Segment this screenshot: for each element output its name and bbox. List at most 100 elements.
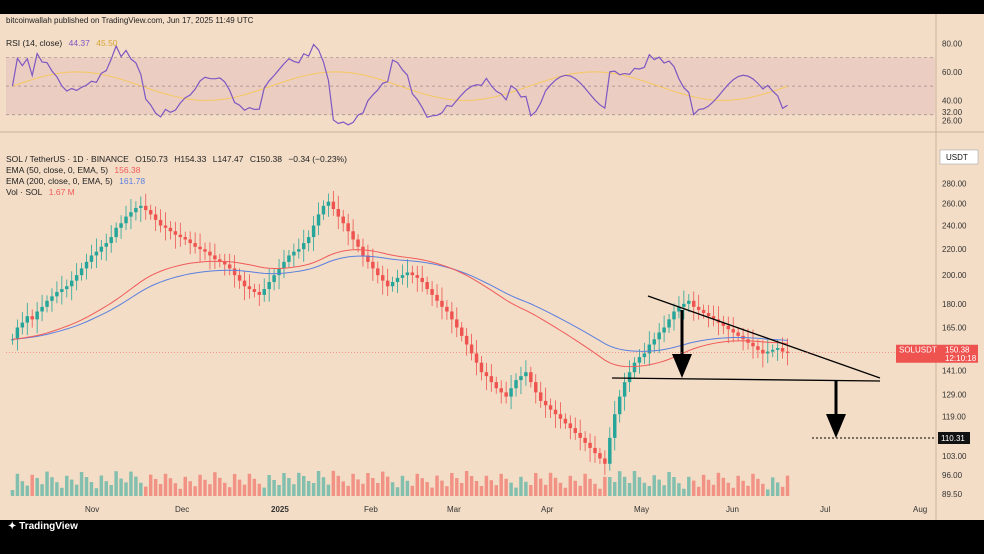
volume-bar xyxy=(598,488,602,496)
volume-bar xyxy=(692,480,696,496)
candle-body xyxy=(731,329,735,333)
candle-body xyxy=(573,428,577,433)
volume-bar xyxy=(484,475,489,496)
candle-body xyxy=(193,243,197,247)
rsi-tick-label: 80.00 xyxy=(942,39,963,48)
volume-bar xyxy=(203,479,207,496)
ema50-legend: EMA (50, close, 0, EMA, 5) 156.38 xyxy=(6,165,144,175)
last-price-value: 150.38 xyxy=(945,345,970,354)
volume-bar xyxy=(657,479,661,496)
volume-bar xyxy=(158,484,163,496)
volume-bar xyxy=(287,478,291,496)
volume-bar xyxy=(711,484,716,496)
volume-bar xyxy=(529,485,533,496)
candle-body xyxy=(65,286,69,290)
candle-body xyxy=(15,327,20,340)
candle-body xyxy=(139,205,143,208)
volume-bar xyxy=(543,484,548,496)
candle-body xyxy=(598,453,602,459)
volume-bar xyxy=(573,480,577,496)
candle-body xyxy=(445,306,449,312)
candle-body xyxy=(464,335,469,345)
volume-bar xyxy=(351,473,355,496)
volume-bar xyxy=(148,474,153,496)
price-tick-label: 165.00 xyxy=(942,323,967,332)
volume-bar xyxy=(687,476,691,496)
volume-bar xyxy=(696,486,701,496)
ema50-value: 156.38 xyxy=(114,165,141,175)
volume-bar xyxy=(445,486,449,496)
volume-bar xyxy=(519,476,523,496)
candle-body xyxy=(677,306,681,312)
candle-body xyxy=(770,349,775,352)
candle-body xyxy=(553,409,558,415)
currency-box xyxy=(939,149,979,165)
descending-trendline xyxy=(647,295,881,379)
volume-bar xyxy=(25,485,30,496)
volume-bar xyxy=(267,475,271,496)
candle-body xyxy=(410,272,415,276)
volume-bar xyxy=(69,479,74,496)
candle-body xyxy=(376,268,380,276)
candle-body xyxy=(637,357,642,363)
volume-bar xyxy=(129,471,133,496)
candle-body xyxy=(351,231,355,240)
price-tick-label: 200.00 xyxy=(942,271,967,280)
x-tick-label: Aug xyxy=(913,505,927,514)
candle-body xyxy=(667,319,671,328)
price-tick-label: 96.00 xyxy=(942,471,963,480)
volume-bar xyxy=(183,476,187,496)
volume-bar xyxy=(371,478,375,496)
volume-bar xyxy=(114,471,118,496)
candle-body xyxy=(450,311,454,320)
candle-body xyxy=(538,392,543,401)
publish-header: bitcoinwallah published on TradingView.c… xyxy=(6,16,254,25)
candle-body xyxy=(459,327,464,336)
volume-bar xyxy=(306,481,311,496)
candle-body xyxy=(287,255,291,262)
volume-bar xyxy=(366,473,370,496)
candle-body xyxy=(440,300,444,307)
volume-bar xyxy=(514,487,518,496)
volume-bar xyxy=(262,487,266,496)
rsi-tick-label: 32.00 xyxy=(942,108,963,117)
candle-body xyxy=(272,275,276,283)
rsi-ma-value: 45.50 xyxy=(96,38,118,48)
candle-body xyxy=(89,255,94,262)
ema200-value: 161.78 xyxy=(119,176,146,186)
x-tick-label: Mar xyxy=(447,505,461,514)
price-tick-label: 220.00 xyxy=(942,245,967,254)
candle-body xyxy=(35,311,39,320)
ohlc-low: L147.47 xyxy=(212,154,244,164)
volume-bar xyxy=(208,484,212,496)
volume-bar xyxy=(494,485,498,496)
ema50-label: EMA (50, close, 0, EMA, 5) xyxy=(6,165,109,175)
volume-bar xyxy=(341,481,345,496)
volume-bar xyxy=(721,477,726,496)
volume-bar xyxy=(706,479,711,496)
volume-bar xyxy=(20,481,25,496)
candle-body xyxy=(198,246,202,250)
candle-body xyxy=(509,388,513,397)
volume-bar xyxy=(242,484,247,496)
candle-body xyxy=(751,342,755,347)
volume-bar xyxy=(94,488,99,496)
volume-bar xyxy=(232,474,237,496)
rsi-value: 44.37 xyxy=(68,38,90,48)
volume-bar xyxy=(376,483,380,496)
candle-body xyxy=(158,219,163,226)
volume-bar xyxy=(780,486,785,496)
volume-bar xyxy=(741,480,745,496)
candle-body xyxy=(504,392,508,397)
candle-body xyxy=(213,255,217,260)
candle-body xyxy=(144,205,148,211)
candle-body xyxy=(415,275,420,278)
candle-body xyxy=(311,225,316,238)
candle-body xyxy=(682,303,686,307)
volume-bar xyxy=(509,482,513,496)
ema200-line xyxy=(12,255,788,352)
volume-bar xyxy=(672,477,676,496)
candle-body xyxy=(563,418,568,424)
candle-body xyxy=(252,289,257,292)
